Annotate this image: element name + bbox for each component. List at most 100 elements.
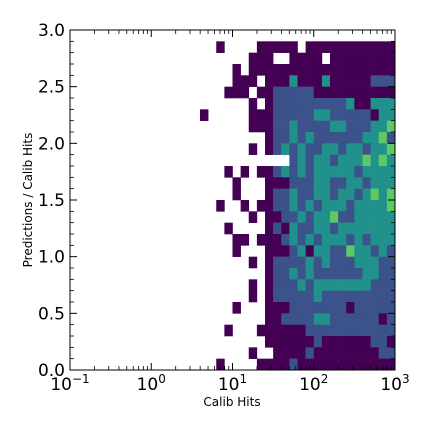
heatmap-cell: [346, 222, 355, 235]
heatmap-cell: [281, 98, 290, 110]
heatmap-cell: [362, 211, 371, 223]
heatmap-cell: [281, 245, 290, 257]
heatmap-cell: [289, 200, 298, 212]
heatmap-cell: [273, 41, 282, 53]
y-tick-label: 2.0: [38, 134, 65, 154]
heatmap-cell: [265, 109, 274, 121]
heatmap-cell: [265, 200, 274, 212]
heatmap-cell: [305, 256, 315, 269]
heatmap-cell: [273, 268, 282, 280]
heatmap-cell: [321, 200, 331, 212]
heatmap-cell: [281, 290, 290, 303]
heatmap-cell: [338, 177, 347, 189]
heatmap-cell: [362, 313, 371, 325]
heatmap-cell: [265, 313, 274, 325]
heatmap-cell: [338, 120, 347, 133]
heatmap-cell: [305, 302, 315, 314]
heatmap-cell: [354, 324, 363, 337]
heatmap-cell: [370, 98, 380, 110]
heatmap-cell: [378, 120, 388, 133]
heatmap-cell: [338, 279, 347, 291]
heatmap-cell: [256, 86, 266, 99]
heatmap-cell: [248, 256, 258, 269]
heatmap-cell: [386, 324, 396, 337]
heatmap-cell: [321, 358, 331, 371]
heatmap-cell: [313, 154, 323, 167]
heatmap-cell: [330, 86, 339, 99]
heatmap-cell: [321, 154, 331, 167]
heatmap-cell: [281, 166, 290, 178]
heatmap-cell: [321, 177, 331, 189]
heatmap-cell: [281, 200, 290, 212]
heatmap-cell: [297, 336, 306, 348]
heatmap-cell: [297, 347, 306, 359]
heatmap-cell: [305, 41, 315, 53]
heatmap-cell: [248, 109, 258, 121]
heatmap-cell: [378, 302, 388, 314]
heatmap-cell: [265, 358, 274, 371]
heatmap-cell: [289, 245, 298, 257]
heatmap-cell: [386, 143, 396, 155]
heatmap-cell: [232, 75, 241, 87]
heatmap-cell: [330, 166, 339, 178]
heatmap-cell: [289, 336, 298, 348]
heatmap-cell: [346, 358, 355, 371]
heatmap-cell: [346, 143, 355, 155]
heatmap-cell: [338, 268, 347, 280]
heatmap-cell: [265, 256, 274, 269]
x-tick-labels: 10−1 100 101 102 103: [50, 372, 409, 395]
heatmap-cell: [378, 200, 388, 212]
heatmap-cell: [370, 336, 380, 348]
heatmap-cell: [305, 120, 315, 133]
heatmap-cell: [281, 302, 290, 314]
heatmap-cell: [265, 234, 274, 246]
heatmap-cell: [273, 132, 282, 144]
heatmap-cell: [256, 41, 266, 53]
heatmap-cell: [362, 143, 371, 155]
heatmap-cell: [273, 222, 282, 235]
heatmap-cell: [370, 154, 380, 167]
heatmap-cell: [338, 336, 347, 348]
heatmap-cell: [378, 154, 388, 167]
heatmap-cell: [248, 290, 258, 303]
heatmap-cell: [338, 166, 347, 178]
heatmap-cell: [386, 86, 396, 99]
heatmap-cell: [273, 358, 282, 371]
heatmap-cell: [370, 268, 380, 280]
heatmap-cell: [313, 347, 323, 359]
heatmap-cell: [354, 211, 363, 223]
heatmap-cell: [362, 154, 371, 167]
heatmap-cell: [330, 132, 339, 144]
heatmap-cell: [370, 52, 380, 65]
heatmap-cell: [289, 290, 298, 303]
heatmap-cell: [281, 347, 290, 359]
heatmap-cell: [305, 200, 315, 212]
heatmap-cell: [289, 64, 298, 76]
heatmap-cell: [273, 86, 282, 99]
x-tick-label: 103: [380, 372, 409, 395]
heatmap-cell: [346, 313, 355, 325]
heatmap-cell: [313, 313, 323, 325]
heatmap-cell: [265, 336, 274, 348]
heatmap-cell: [281, 324, 290, 337]
heatmap-cell: [370, 347, 380, 359]
heatmap-cell: [370, 200, 380, 212]
heatmap-cell: [265, 222, 274, 235]
heatmap-cell: [248, 64, 258, 76]
heatmap-cell: [354, 313, 363, 325]
heatmap-cell: [338, 324, 347, 337]
heatmap-cell: [321, 256, 331, 269]
heatmap-cell: [386, 211, 396, 223]
heatmap-cell: [346, 64, 355, 76]
heatmap-cell: [386, 52, 396, 65]
heatmap-cell: [330, 52, 339, 65]
y-tick-label: 0.5: [38, 304, 65, 324]
heatmap-cell: [281, 120, 290, 133]
heatmap-cell: [354, 120, 363, 133]
heatmap-cell: [297, 211, 306, 223]
y-tick-label: 0.0: [38, 361, 65, 381]
heatmap-cell: [338, 41, 347, 53]
heatmap-cell: [281, 279, 290, 291]
heatmap-cell: [281, 234, 290, 246]
heatmap-cell: [281, 268, 290, 280]
